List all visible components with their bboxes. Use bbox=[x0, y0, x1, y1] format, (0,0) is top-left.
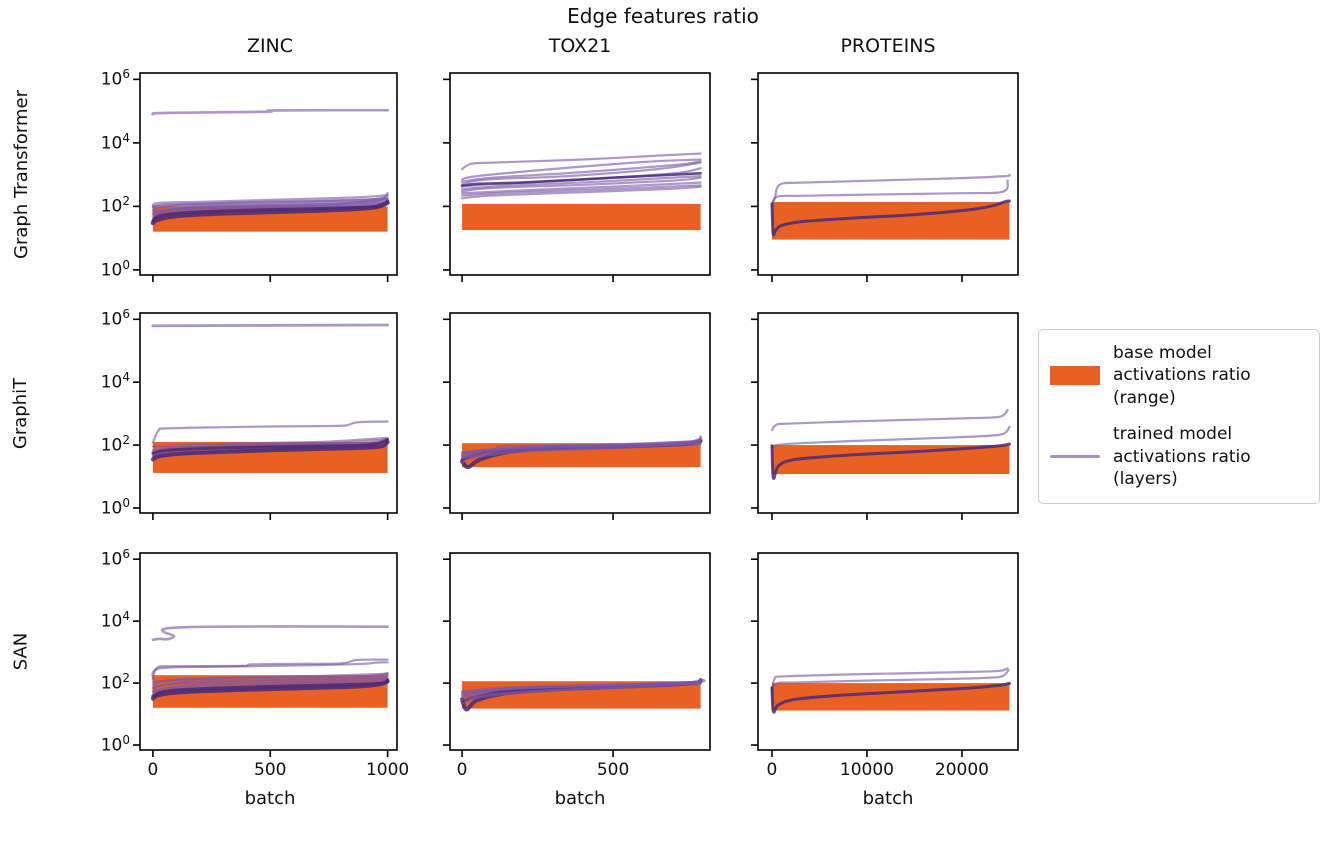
y-tick-label: 104 bbox=[100, 609, 130, 632]
trained-model-layer-line bbox=[151, 323, 390, 328]
trained-model-layer-line bbox=[770, 667, 1009, 692]
column-title-tox21: TOX21 bbox=[548, 35, 612, 57]
column-title-proteins: PROTEINS bbox=[840, 35, 936, 57]
trained-model-layer-line bbox=[460, 161, 702, 186]
legend-patch-swatch bbox=[1050, 366, 1100, 386]
trained-model-layer-line bbox=[460, 682, 702, 702]
legend-line-swatch bbox=[1050, 455, 1100, 459]
subplot-graphit-proteins bbox=[751, 312, 1019, 520]
base-model-range-band bbox=[462, 203, 701, 231]
row-label-san: SAN bbox=[10, 632, 32, 671]
subplot-graph-transformer-tox21 bbox=[443, 72, 711, 282]
trained-model-layer-line bbox=[770, 173, 1011, 208]
trained-model-layer-line bbox=[460, 185, 702, 200]
trained-model-layer-line bbox=[460, 436, 703, 454]
trained-model-layer-line bbox=[151, 193, 389, 207]
trained-model-layer-line bbox=[460, 181, 702, 195]
axes-spines bbox=[449, 312, 711, 514]
trained-model-layer-line bbox=[151, 661, 389, 681]
subplot-graph-transformer-proteins bbox=[751, 72, 1019, 282]
subplot-san-zinc bbox=[133, 552, 398, 757]
legend: base model activations ratio (range) tra… bbox=[1038, 329, 1320, 504]
x-tick-label: 20000 bbox=[934, 760, 989, 780]
x-axis-label-tox21: batch bbox=[554, 788, 606, 809]
x-tick-label: 0 bbox=[456, 760, 468, 780]
subplot-graph-transformer-zinc bbox=[133, 72, 398, 282]
y-tick-label: 100 bbox=[100, 733, 130, 756]
trained-model-layer-line bbox=[151, 436, 389, 448]
y-tick-label: 104 bbox=[100, 130, 130, 154]
legend-label: base model activations ratio (range) bbox=[1113, 343, 1251, 408]
trained-model-layer-line bbox=[460, 184, 702, 197]
x-axis-label-zinc: batch bbox=[244, 788, 296, 809]
trained-model-layer-line bbox=[770, 179, 1009, 208]
trained-model-layer-line bbox=[460, 160, 702, 183]
trained-model-layer-line bbox=[460, 680, 702, 693]
axes-spines bbox=[449, 552, 711, 751]
trained-model-layer-line bbox=[460, 172, 702, 187]
trained-model-layer-line bbox=[151, 674, 389, 690]
trained-model-layer-line bbox=[151, 678, 390, 698]
y-tick-label: 106 bbox=[100, 547, 130, 570]
y-tick-label: 106 bbox=[100, 307, 130, 330]
trained-model-layer-line bbox=[460, 158, 702, 181]
trained-model-layer-line bbox=[770, 669, 1010, 697]
y-tick-label: 106 bbox=[100, 67, 130, 90]
legend-entry-trained-model: trained model activations ratio (layers) bbox=[1047, 423, 1309, 490]
trained-model-layer-line bbox=[770, 199, 1011, 237]
y-tick-label: 102 bbox=[100, 671, 130, 694]
x-tick-label: 0 bbox=[147, 760, 159, 780]
trained-model-layer-line bbox=[460, 443, 702, 464]
trained-model-layer-line bbox=[151, 672, 389, 683]
trained-model-layer-line bbox=[151, 108, 389, 116]
axes-spines bbox=[757, 552, 1019, 751]
axes-spines bbox=[449, 72, 711, 276]
base-model-range-band bbox=[771, 445, 1010, 475]
subplot-san-proteins bbox=[751, 552, 1019, 757]
trained-model-layer-line bbox=[770, 425, 1011, 449]
trained-model-layer-line bbox=[151, 625, 389, 642]
x-tick-label: 0 bbox=[766, 760, 778, 780]
trained-model-layer-line bbox=[460, 152, 702, 171]
x-tick-label: 500 bbox=[254, 760, 287, 780]
axes-spines bbox=[757, 72, 1019, 276]
trained-model-layer-line bbox=[151, 658, 389, 680]
row-label-graph-transformer: Graph Transformer bbox=[10, 89, 32, 259]
trained-model-layer-line bbox=[770, 408, 1009, 432]
axes-spines bbox=[757, 312, 1019, 514]
x-axis-label-proteins: batch bbox=[862, 788, 914, 809]
axes-spines bbox=[139, 312, 398, 514]
y-tick-label: 102 bbox=[100, 433, 130, 456]
trained-model-layer-line bbox=[150, 440, 390, 462]
figure-title: Edge features ratio bbox=[567, 4, 759, 28]
y-tick-label: 104 bbox=[100, 370, 130, 393]
y-tick-label: 100 bbox=[100, 257, 130, 281]
y-tick-label: 100 bbox=[100, 495, 130, 519]
subplot-graphit-tox21 bbox=[443, 312, 711, 520]
subplot-graphit-zinc bbox=[133, 312, 398, 520]
axes-spines bbox=[139, 552, 398, 751]
trained-model-layer-line bbox=[770, 442, 1011, 481]
x-tick-label: 1000 bbox=[365, 760, 410, 780]
column-title-zinc: ZINC bbox=[246, 35, 294, 57]
trained-model-layer-line bbox=[151, 678, 389, 694]
y-tick-label: 102 bbox=[100, 194, 130, 218]
trained-model-layer-line bbox=[151, 201, 389, 219]
trained-model-layer-line bbox=[460, 176, 702, 193]
legend-label: trained model activations ratio (layers) bbox=[1113, 424, 1251, 490]
row-label-graphit: GraphiT bbox=[10, 377, 32, 449]
trained-model-layer-line bbox=[770, 681, 1011, 714]
subplot-san-tox21 bbox=[443, 552, 711, 757]
trained-model-layer-line bbox=[460, 175, 702, 191]
trained-model-layer-line bbox=[151, 197, 389, 208]
x-tick-label: 500 bbox=[596, 760, 630, 780]
axes-spines bbox=[139, 72, 398, 276]
x-tick-label: 10000 bbox=[839, 760, 894, 780]
trained-model-layer-line bbox=[151, 199, 390, 223]
trained-model-layer-line bbox=[151, 420, 389, 444]
trained-model-layer-line bbox=[151, 438, 390, 455]
legend-entry-base-model: base model activations ratio (range) bbox=[1047, 342, 1309, 409]
